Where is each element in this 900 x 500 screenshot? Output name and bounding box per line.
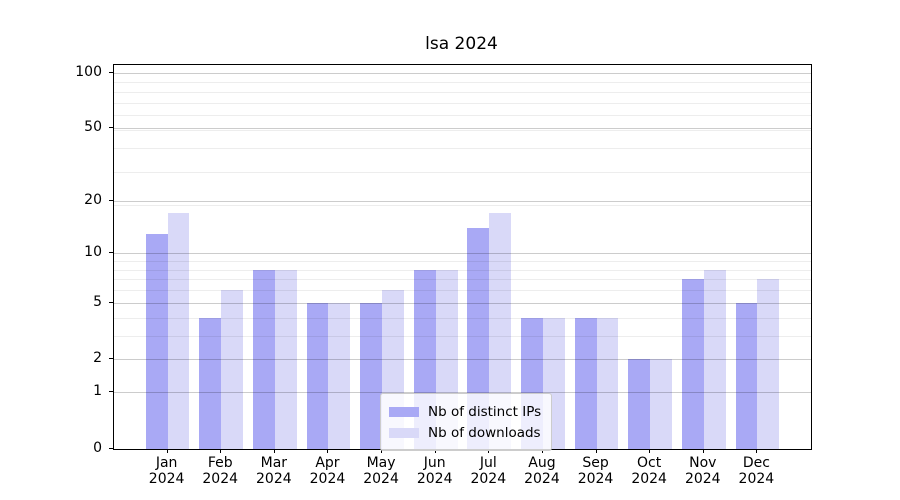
- bar-downloads-mar: [274, 269, 297, 449]
- gridline-y-69: [114, 102, 811, 104]
- gridline-y-4: [114, 317, 811, 319]
- x-tickmark-jan: [166, 449, 168, 453]
- bar-ips-nov: [681, 279, 704, 449]
- x-tick-label-mar: Mar 2024: [256, 455, 292, 487]
- gridline-y-3: [114, 335, 811, 337]
- y-tickmark-1: [109, 391, 113, 393]
- gridline-y-6: [114, 290, 811, 292]
- gridline-y-8: [114, 269, 811, 271]
- x-tick-label-jan: Jan 2024: [148, 455, 185, 487]
- gridline-y-29: [114, 171, 811, 173]
- gridline-y-7: [114, 279, 811, 281]
- x-tick-label-dec: Dec 2024: [738, 455, 775, 487]
- gridline-y-1: [114, 392, 811, 394]
- x-tick-label-sep: Sep 2024: [577, 455, 614, 487]
- gridline-y-19: [114, 204, 811, 206]
- y-tick-label-1: 1: [93, 383, 102, 400]
- bar-ips-may: [360, 302, 383, 449]
- bar-downloads-dec: [757, 279, 780, 449]
- y-tick-label-10: 10: [84, 244, 102, 261]
- bar-downloads-jul: [489, 213, 512, 449]
- bar-downloads-jan: [167, 213, 190, 449]
- y-tickmark-50: [109, 127, 113, 129]
- legend-label: Nb of distinct IPs: [428, 403, 542, 420]
- bar-downloads-oct: [650, 359, 672, 449]
- x-tickmark-apr: [327, 449, 329, 453]
- gridline-y-59: [114, 115, 811, 117]
- y-tick-label-100: 100: [75, 63, 102, 80]
- x-tick-label-jun: Jun 2024: [416, 455, 453, 487]
- y-tickmark-10: [109, 252, 113, 254]
- bar-downloads-sep: [596, 317, 619, 449]
- x-tick-label-apr: Apr 2024: [309, 455, 346, 487]
- x-tick-label-aug: Aug 2024: [524, 455, 560, 487]
- y-tickmark-100: [109, 71, 113, 73]
- legend-entry-downloads: Nb of downloads: [389, 422, 541, 443]
- gridline-y-100: [114, 72, 811, 74]
- gridline-y-5: [114, 302, 811, 304]
- x-tickmark-feb: [220, 449, 222, 453]
- y-tick-label-50: 50: [84, 119, 102, 136]
- bar-ips-mar: [253, 269, 275, 449]
- gridline-y-50: [114, 128, 811, 130]
- plot-area: Nb of distinct IPs Nb of downloads: [113, 64, 812, 451]
- y-tick-label-0: 0: [93, 440, 102, 456]
- x-tickmark-jun: [434, 449, 436, 453]
- bar-ips-jan: [145, 233, 168, 449]
- gridline-y-49: [114, 130, 811, 132]
- y-tickmark-5: [109, 301, 113, 303]
- bar-ips-oct: [628, 359, 651, 449]
- bar-downloads-feb: [221, 290, 244, 449]
- x-tickmark-nov: [702, 449, 704, 453]
- gridline-y-9: [114, 261, 811, 263]
- x-tickmark-sep: [595, 449, 597, 453]
- x-tick-label-nov: Nov 2024: [684, 455, 721, 487]
- bar-ips-feb: [199, 317, 222, 449]
- y-tick-label-2: 2: [93, 350, 102, 367]
- legend-swatch-icon: [389, 406, 419, 417]
- gridline-y-79: [114, 91, 811, 93]
- x-tick-label-jul: Jul 2024: [470, 455, 507, 487]
- x-tick-label-may: May 2024: [363, 455, 399, 487]
- legend: Nb of distinct IPs Nb of downloads: [380, 393, 553, 451]
- x-tick-label-oct: Oct 2024: [631, 455, 667, 487]
- gridline-y-10: [114, 253, 811, 255]
- legend-label: Nb of downloads: [428, 424, 541, 441]
- gridline-y-39: [114, 148, 811, 150]
- y-tick-label-5: 5: [93, 293, 102, 310]
- x-tickmark-jul: [488, 449, 490, 453]
- legend-swatch-icon: [389, 427, 419, 438]
- bar-ips-dec: [735, 302, 758, 449]
- x-tickmark-oct: [649, 449, 651, 453]
- bar-ips-sep: [574, 317, 597, 449]
- gridline-y-20: [114, 200, 811, 202]
- bar-downloads-apr: [328, 302, 351, 449]
- x-tickmark-mar: [273, 449, 275, 453]
- bar-downloads-nov: [703, 269, 726, 449]
- y-tickmark-20: [109, 199, 113, 201]
- x-tickmark-dec: [756, 449, 758, 453]
- y-tick-label-20: 20: [84, 191, 102, 208]
- y-tickmark-0: [109, 448, 113, 449]
- bar-ips-apr: [306, 302, 329, 449]
- x-tickmark-aug: [541, 449, 543, 453]
- gridline-y-89: [114, 82, 811, 84]
- legend-entry-ips: Nb of distinct IPs: [389, 401, 541, 422]
- gridline-y-2: [114, 359, 811, 361]
- x-tick-label-feb: Feb 2024: [202, 455, 239, 487]
- y-tickmark-2: [109, 358, 113, 360]
- x-tickmark-may: [381, 449, 383, 453]
- chart-title: lsa 2024: [425, 34, 498, 54]
